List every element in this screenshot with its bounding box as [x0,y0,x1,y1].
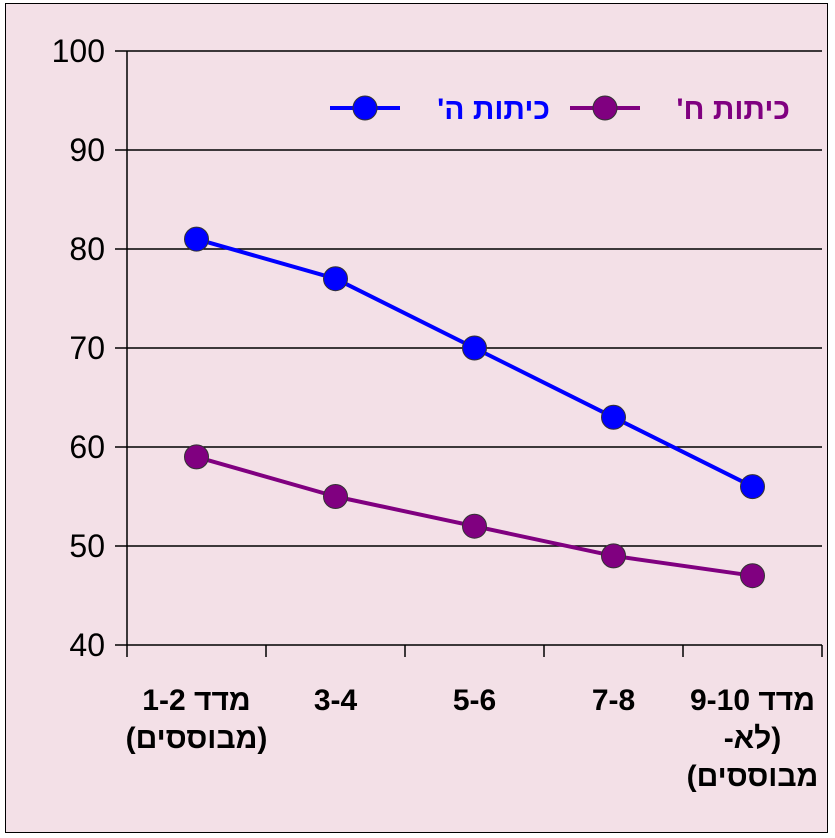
x-category-label: 7-8 [592,684,635,717]
series-line-0 [197,239,753,487]
data-point [463,514,487,538]
x-category-labels: מדד 1-2 (מבוססים) 3-4 5-6 7-8 מדד 9-10 (לא- מבו… [126,684,819,793]
data-point [602,405,626,429]
x-category-label: מדד 9-10 [690,684,815,717]
data-point [324,267,348,291]
data-point [185,227,209,251]
data-point [185,445,209,469]
legend: כיתות ה' כיתות ח' [330,93,790,126]
y-tick-label: 40 [69,627,105,663]
legend-label: כיתות ח' [676,93,790,126]
legend-label: כיתות ה' [437,93,550,126]
data-point [741,475,765,499]
legend-marker [593,96,617,120]
x-category-label: 5-6 [453,684,496,717]
y-tick-label: 100 [52,33,105,69]
series-points [185,227,765,588]
y-tick-label: 90 [69,132,105,168]
y-tick-label: 50 [69,528,105,564]
y-tick-label: 60 [69,429,105,465]
x-category-label: (מבוססים) [126,722,268,755]
data-point [602,544,626,568]
data-point [324,485,348,509]
y-tick-labels: 40 50 60 70 80 90 100 [52,33,105,663]
data-point [741,564,765,588]
x-category-label: 3-4 [314,684,358,717]
legend-marker [353,96,377,120]
y-tick-label: 70 [69,330,105,366]
x-category-label: מדד 1-2 [142,684,250,717]
y-tick-label: 80 [69,231,105,267]
x-category-label: (לא- [724,722,782,755]
x-category-label: מבוססים) [687,760,819,793]
data-point [463,336,487,360]
